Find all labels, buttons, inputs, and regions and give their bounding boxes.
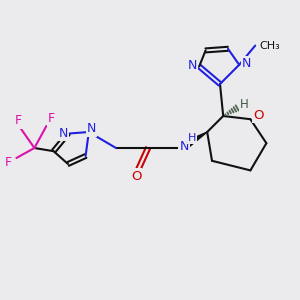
Text: F: F: [48, 112, 55, 125]
Text: F: F: [15, 115, 22, 128]
Text: N: N: [188, 59, 197, 72]
Text: CH₃: CH₃: [259, 40, 280, 51]
Text: H: H: [240, 98, 249, 112]
Text: H: H: [188, 133, 196, 143]
Text: N: N: [242, 57, 251, 70]
Text: O: O: [131, 169, 141, 182]
Text: N: N: [87, 122, 97, 136]
Polygon shape: [184, 132, 207, 148]
Text: N: N: [58, 127, 68, 140]
Text: F: F: [5, 155, 12, 169]
Text: O: O: [253, 109, 264, 122]
Text: N: N: [179, 140, 189, 152]
